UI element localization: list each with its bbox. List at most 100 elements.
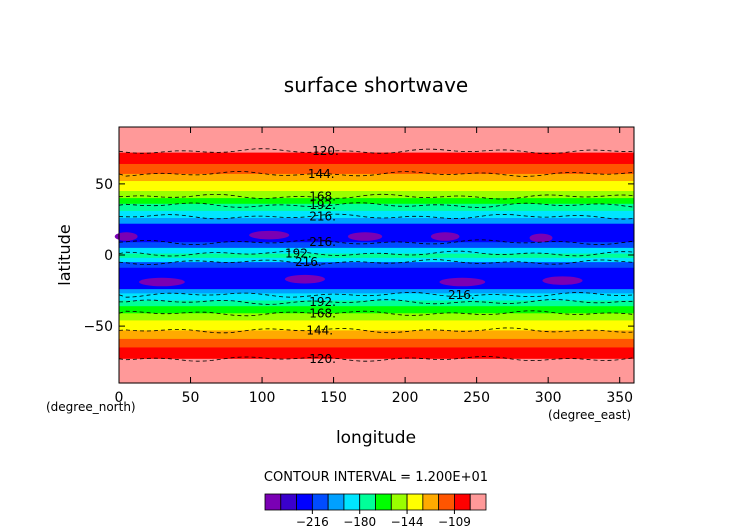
colorbar-swatch-10 (422, 493, 440, 511)
color-band-10 (119, 223, 634, 243)
chart-title: surface shortwave (284, 73, 468, 97)
contour-label-6: 192. (285, 247, 312, 261)
contour-line-6 (118, 250, 635, 257)
x-tick-label-4: 200 (392, 390, 419, 406)
color-band-3 (119, 173, 634, 182)
patch-1 (249, 230, 290, 240)
x-tick-label-3: 150 (320, 390, 347, 406)
contour-line-2 (118, 193, 635, 200)
contour-line-4 (118, 213, 635, 220)
colorbar-swatch-1 (280, 493, 297, 511)
contour-label-9: 192. (309, 295, 336, 309)
colorbar-swatch-2 (296, 493, 313, 511)
color-band-18 (119, 293, 634, 302)
color-bands (119, 127, 634, 384)
contour-label-2: 168. (309, 190, 336, 204)
contour-label-4: 216. (309, 210, 336, 224)
x-tick-label-5: 250 (463, 390, 490, 406)
contour-label-3: 192. (309, 198, 336, 212)
color-band-1 (119, 152, 634, 165)
x-tick-label-1: 50 (182, 390, 200, 406)
contour-label-0: 120. (312, 144, 339, 158)
colorbar-swatch-11 (438, 493, 455, 511)
patch-4 (529, 233, 553, 243)
contour-label-11: 144. (306, 323, 333, 337)
contour-lines (118, 148, 635, 362)
color-band-17 (119, 289, 634, 294)
contour-line-1 (118, 171, 635, 177)
patch-0 (114, 232, 138, 241)
contour-line-11 (118, 327, 635, 334)
colorbar-swatch-5 (343, 493, 361, 511)
color-band-13 (119, 253, 634, 259)
minimum-patches (114, 230, 583, 287)
colorbar-tick-label-2: −144 (391, 515, 424, 529)
x-tick-label-0: 0 (115, 390, 124, 406)
colorbar-swatch-12 (454, 493, 471, 511)
contour-label-1: 144. (308, 167, 335, 181)
contour-line-5 (118, 239, 635, 246)
color-band-20 (119, 306, 634, 314)
patch-2 (347, 232, 383, 241)
color-band-0 (119, 127, 634, 154)
color-band-15 (119, 262, 634, 269)
colorbar-tick-label-0: −216 (296, 515, 329, 529)
contour-line-7 (118, 259, 635, 266)
contour-line-12 (118, 356, 635, 362)
axis-ticks: 0 50 100 150 200 250 300 350 50 0 −50 (83, 127, 634, 406)
contour-label-8: 216. (448, 288, 475, 302)
y-tick-label-0: 50 (95, 177, 113, 193)
colorbar-swatch-8 (390, 493, 408, 511)
y-axis-unit: (degree_north) (46, 400, 136, 414)
colorbar-swatch-7 (375, 493, 392, 511)
colorbar-tick-label-3: −109 (438, 515, 471, 529)
x-tick-label-2: 100 (249, 390, 276, 406)
plot-area: 120.144.168.192.216.216.192.216.216.192.… (83, 126, 635, 406)
contour-line-8 (118, 291, 635, 298)
colorbar-tick-label-1: −180 (343, 515, 376, 529)
contour-labels: 120.144.168.192.216.216.192.216.216.192.… (285, 144, 475, 366)
contour-line-9 (119, 299, 635, 305)
color-band-26 (119, 358, 634, 384)
color-band-21 (119, 313, 634, 322)
contour-interval: CONTOUR INTERVAL = 1.200E+01 (264, 470, 488, 485)
patch-7 (439, 277, 486, 287)
contour-line-3 (118, 202, 635, 208)
color-band-25 (119, 347, 634, 360)
color-band-14 (119, 257, 634, 263)
y-axis-label: latitude (55, 224, 74, 285)
contour-line-0 (118, 148, 635, 155)
contour-label-7: 216. (295, 255, 322, 269)
contour-line-10 (118, 310, 635, 317)
patch-6 (284, 274, 325, 284)
color-band-19 (119, 300, 634, 307)
color-band-4 (119, 181, 634, 192)
colorbar-swatch-6 (359, 493, 376, 511)
patch-5 (139, 277, 185, 287)
color-band-22 (119, 320, 634, 331)
x-tick-label-7: 350 (606, 390, 633, 406)
color-band-23 (119, 330, 634, 340)
color-band-11 (119, 242, 634, 249)
color-band-7 (119, 203, 634, 212)
x-axis-label: longitude (336, 428, 416, 448)
colorbar: −216 −180 −144 −109 (264, 493, 487, 529)
contour-label-10: 168. (309, 306, 336, 320)
y-tick-label-2: −50 (83, 319, 113, 335)
color-band-6 (119, 198, 634, 205)
y-tick-label-1: 0 (104, 248, 113, 264)
contour-label-5: 216. (309, 235, 336, 249)
x-axis-unit: (degree_east) (548, 408, 631, 422)
color-band-5 (119, 191, 634, 199)
color-band-8 (119, 210, 634, 219)
colorbar-swatch-0 (264, 493, 282, 511)
colorbar-swatch-13 (469, 493, 487, 511)
colorbar-swatch-9 (406, 493, 424, 511)
colorbar-swatch-3 (311, 493, 329, 511)
color-band-16 (119, 267, 634, 290)
color-band-9 (119, 218, 634, 225)
color-band-12 (119, 247, 634, 255)
contour-label-12: 120. (309, 352, 336, 366)
patch-3 (430, 232, 460, 241)
color-band-2 (119, 163, 634, 175)
